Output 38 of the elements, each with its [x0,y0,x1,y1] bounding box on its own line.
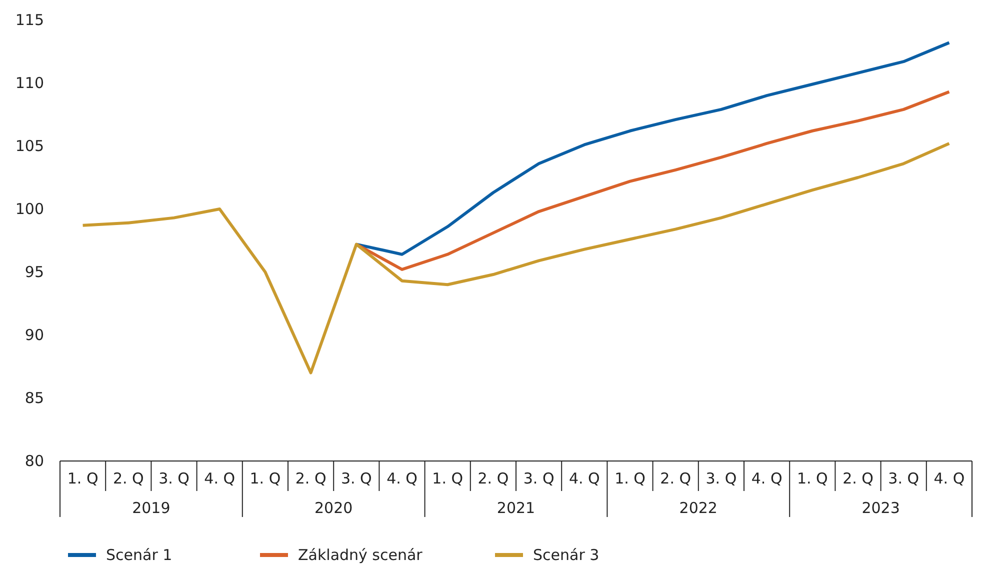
text: 2023 [862,499,900,517]
x-tick-label: 3. Q [888,470,920,488]
text: 2019 [132,499,170,517]
y-tick-label: 110 [15,74,44,92]
x-tick-label: 1. Q [614,470,646,488]
legend-label: Základný scenár [298,546,424,564]
x-tick-label: 2. Q [295,470,326,488]
y-tick-label: 85 [24,388,44,407]
legend-label: Scenár 1 [106,546,172,564]
y-tick-label: 100 [15,200,44,218]
text: 2020 [314,499,353,517]
line-series [81,142,951,374]
x-tick-label: 2. Q [660,470,692,488]
y-tick-label: 90 [24,326,44,344]
legend-label: Scenár 3 [533,546,600,564]
x-tick-label: 2. Q [842,470,874,488]
x-tick-label: 2. Q [478,470,509,488]
x-tick-label: 1. Q [432,470,464,488]
y-tick-label: 80 [24,452,44,470]
x-tick-label: 1. Q [67,470,98,488]
line-series [354,41,951,256]
text: 2021 [496,499,536,517]
text: 2022 [679,499,718,517]
y-tick-label: 115 [15,10,44,29]
x-tick-label: 3. Q [706,470,737,488]
x-tick-label: 3. Q [340,470,372,488]
x-tick-label: 1. Q [796,470,828,488]
x-tick-label: 4. Q [386,470,418,488]
x-tick-label: 3. Q [158,470,190,488]
x-tick-label: 4. Q [934,470,965,488]
y-tick-label: 95 [24,262,44,281]
x-tick-label: 1. Q [250,470,281,488]
y-tick-label: 105 [15,136,44,155]
x-tick-label: 3. Q [523,470,554,488]
x-tick-label: 2. Q [112,470,144,488]
x-tick-label: 4. Q [568,470,600,488]
x-tick-label: 4. Q [751,470,782,488]
x-tick-label: 4. Q [204,470,236,488]
